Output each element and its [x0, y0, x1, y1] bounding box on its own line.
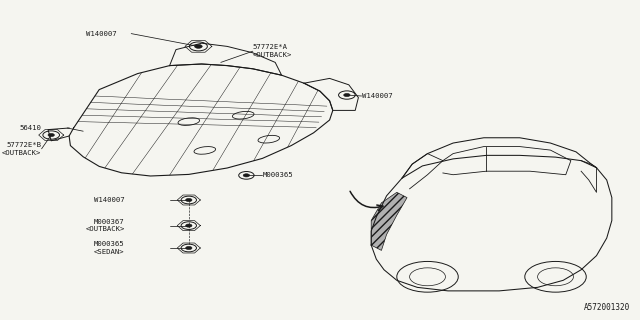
- Circle shape: [186, 224, 192, 227]
- Text: 57772E*B
<OUTBACK>: 57772E*B <OUTBACK>: [2, 142, 42, 156]
- Circle shape: [48, 133, 54, 137]
- Circle shape: [344, 93, 350, 97]
- Text: M000367
<OUTBACK>: M000367 <OUTBACK>: [85, 219, 125, 232]
- Text: W140007: W140007: [94, 197, 125, 203]
- Text: W140007: W140007: [86, 31, 117, 36]
- Text: M000365: M000365: [262, 172, 293, 178]
- Text: A572001320: A572001320: [584, 303, 630, 312]
- Circle shape: [243, 174, 250, 177]
- Text: 56410: 56410: [20, 125, 42, 131]
- Circle shape: [186, 198, 192, 202]
- Circle shape: [195, 44, 202, 48]
- Text: M000365
<SEDAN>: M000365 <SEDAN>: [94, 241, 125, 255]
- Circle shape: [186, 246, 192, 250]
- Text: W140007: W140007: [362, 93, 392, 99]
- Polygon shape: [371, 192, 407, 250]
- Text: 57772E*A
<OUTBACK>: 57772E*A <OUTBACK>: [253, 44, 292, 58]
